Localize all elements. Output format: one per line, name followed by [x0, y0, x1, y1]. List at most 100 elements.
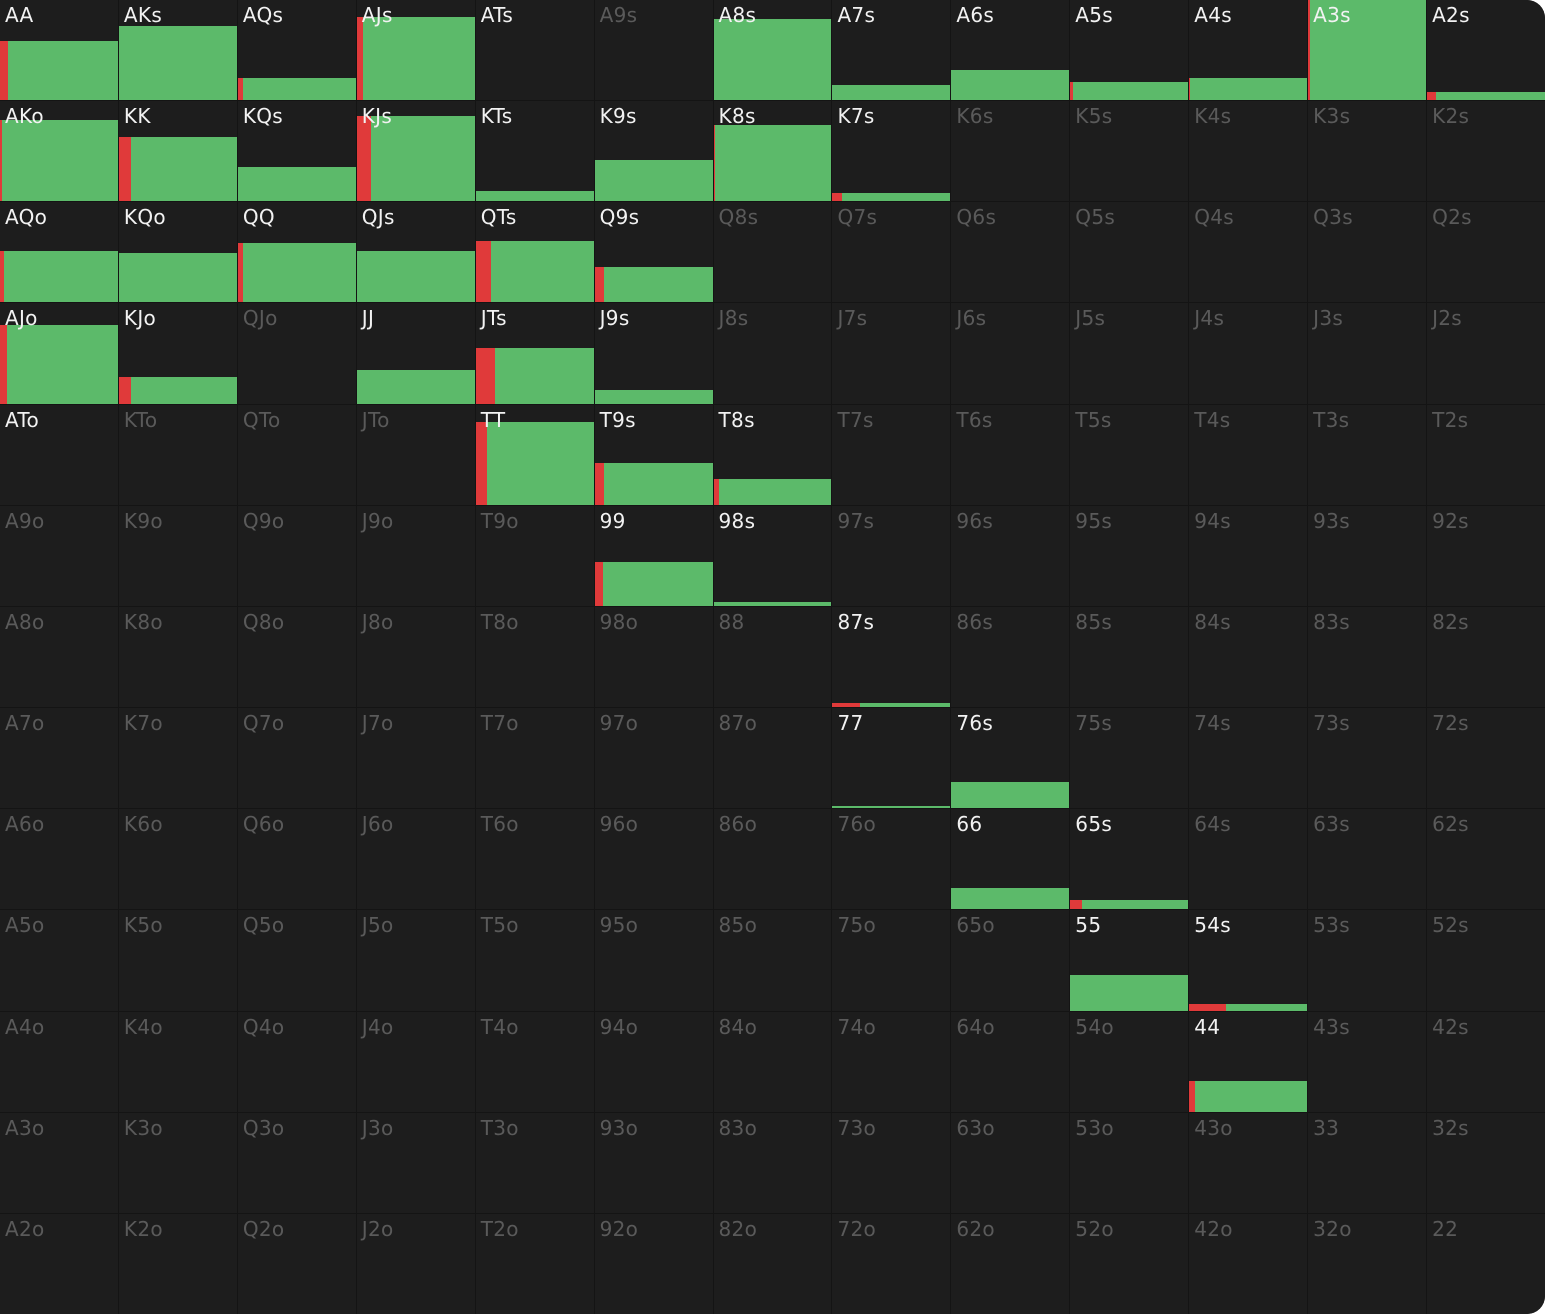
- hand-cell[interactable]: J2o: [356, 1213, 475, 1314]
- hand-cell[interactable]: T6s: [951, 404, 1070, 505]
- hand-cell[interactable]: 99: [594, 505, 713, 606]
- hand-cell[interactable]: 97s: [832, 505, 951, 606]
- hand-cell[interactable]: 88: [713, 606, 832, 708]
- hand-cell[interactable]: Q6s: [951, 202, 1070, 303]
- hand-cell[interactable]: 86s: [951, 606, 1070, 708]
- hand-cell[interactable]: AJo: [0, 303, 118, 404]
- hand-cell[interactable]: 86o: [713, 809, 832, 910]
- hand-cell[interactable]: ATs: [475, 0, 594, 101]
- hand-cell[interactable]: Q9s: [594, 202, 713, 303]
- hand-cell[interactable]: K5o: [118, 910, 237, 1011]
- hand-cell[interactable]: A8s: [713, 0, 832, 101]
- hand-cell[interactable]: 43s: [1308, 1011, 1427, 1112]
- hand-cell[interactable]: Q3o: [237, 1112, 356, 1213]
- hand-cell[interactable]: AQo: [0, 202, 118, 303]
- hand-cell[interactable]: 94s: [1189, 505, 1308, 606]
- hand-cell[interactable]: T3o: [475, 1112, 594, 1213]
- hand-cell[interactable]: 75s: [1070, 708, 1189, 809]
- hand-cell[interactable]: 83o: [713, 1112, 832, 1213]
- hand-cell[interactable]: 73s: [1308, 708, 1427, 809]
- hand-cell[interactable]: 65s: [1070, 809, 1189, 910]
- hand-cell[interactable]: Q6o: [237, 809, 356, 910]
- hand-cell[interactable]: A2o: [0, 1213, 118, 1314]
- hand-cell[interactable]: QJs: [356, 202, 475, 303]
- hand-cell[interactable]: T7o: [475, 708, 594, 809]
- hand-cell[interactable]: AJs: [356, 0, 475, 101]
- hand-cell[interactable]: J9s: [594, 303, 713, 404]
- hand-cell[interactable]: 83s: [1308, 606, 1427, 708]
- hand-cell[interactable]: 74s: [1189, 708, 1308, 809]
- hand-cell[interactable]: J3s: [1308, 303, 1427, 404]
- hand-cell[interactable]: 87o: [713, 708, 832, 809]
- hand-cell[interactable]: KTo: [118, 404, 237, 505]
- hand-cell[interactable]: KJo: [118, 303, 237, 404]
- hand-cell[interactable]: K4s: [1189, 101, 1308, 202]
- hand-cell[interactable]: 63o: [951, 1112, 1070, 1213]
- hand-cell[interactable]: A6o: [0, 809, 118, 910]
- hand-cell[interactable]: Q5o: [237, 910, 356, 1011]
- hand-cell[interactable]: 32o: [1308, 1213, 1427, 1314]
- hand-cell[interactable]: Q4o: [237, 1011, 356, 1112]
- hand-cell[interactable]: 62s: [1427, 809, 1545, 910]
- hand-cell[interactable]: K9s: [594, 101, 713, 202]
- hand-cell[interactable]: Q7s: [832, 202, 951, 303]
- hand-cell[interactable]: 96o: [594, 809, 713, 910]
- hand-cell[interactable]: 92s: [1427, 505, 1545, 606]
- hand-cell[interactable]: J5o: [356, 910, 475, 1011]
- hand-cell[interactable]: 43o: [1189, 1112, 1308, 1213]
- hand-cell[interactable]: T2o: [475, 1213, 594, 1314]
- hand-cell[interactable]: 74o: [832, 1011, 951, 1112]
- hand-cell[interactable]: K6o: [118, 809, 237, 910]
- hand-cell[interactable]: A3o: [0, 1112, 118, 1213]
- hand-cell[interactable]: K9o: [118, 505, 237, 606]
- hand-cell[interactable]: A8o: [0, 606, 118, 708]
- hand-cell[interactable]: 72o: [832, 1213, 951, 1314]
- hand-cell[interactable]: T7s: [832, 404, 951, 505]
- hand-cell[interactable]: 82o: [713, 1213, 832, 1314]
- hand-cell[interactable]: Q2o: [237, 1213, 356, 1314]
- hand-cell[interactable]: A9o: [0, 505, 118, 606]
- hand-cell[interactable]: A9s: [594, 0, 713, 101]
- hand-cell[interactable]: 75o: [832, 910, 951, 1011]
- hand-cell[interactable]: Q2s: [1427, 202, 1545, 303]
- hand-cell[interactable]: J6s: [951, 303, 1070, 404]
- hand-cell[interactable]: QQ: [237, 202, 356, 303]
- hand-cell[interactable]: 98o: [594, 606, 713, 708]
- hand-cell[interactable]: T8o: [475, 606, 594, 708]
- hand-cell[interactable]: J4o: [356, 1011, 475, 1112]
- hand-cell[interactable]: T5s: [1070, 404, 1189, 505]
- hand-cell[interactable]: 52o: [1070, 1213, 1189, 1314]
- hand-cell[interactable]: 54o: [1070, 1011, 1189, 1112]
- hand-cell[interactable]: JTo: [356, 404, 475, 505]
- hand-cell[interactable]: 42o: [1189, 1213, 1308, 1314]
- hand-cell[interactable]: 94o: [594, 1011, 713, 1112]
- hand-cell[interactable]: KJs: [356, 101, 475, 202]
- hand-cell[interactable]: J8o: [356, 606, 475, 708]
- hand-cell[interactable]: 96s: [951, 505, 1070, 606]
- hand-cell[interactable]: 85o: [713, 910, 832, 1011]
- hand-cell[interactable]: 93o: [594, 1112, 713, 1213]
- hand-cell[interactable]: T9s: [594, 404, 713, 505]
- hand-cell[interactable]: QTo: [237, 404, 356, 505]
- hand-cell[interactable]: K2s: [1427, 101, 1545, 202]
- hand-cell[interactable]: K3s: [1308, 101, 1427, 202]
- hand-cell[interactable]: 84o: [713, 1011, 832, 1112]
- hand-cell[interactable]: A5s: [1070, 0, 1189, 101]
- hand-cell[interactable]: JTs: [475, 303, 594, 404]
- hand-cell[interactable]: J3o: [356, 1112, 475, 1213]
- hand-cell[interactable]: T5o: [475, 910, 594, 1011]
- hand-cell[interactable]: 95s: [1070, 505, 1189, 606]
- hand-cell[interactable]: T4s: [1189, 404, 1308, 505]
- hand-cell[interactable]: A4o: [0, 1011, 118, 1112]
- hand-cell[interactable]: ATo: [0, 404, 118, 505]
- hand-cell[interactable]: 76s: [951, 708, 1070, 809]
- hand-cell[interactable]: K6s: [951, 101, 1070, 202]
- hand-cell[interactable]: Q4s: [1189, 202, 1308, 303]
- hand-cell[interactable]: 64s: [1189, 809, 1308, 910]
- hand-cell[interactable]: A2s: [1427, 0, 1545, 101]
- hand-cell[interactable]: 92o: [594, 1213, 713, 1314]
- hand-cell[interactable]: A4s: [1189, 0, 1308, 101]
- hand-cell[interactable]: 42s: [1427, 1011, 1545, 1112]
- hand-cell[interactable]: AQs: [237, 0, 356, 101]
- hand-cell[interactable]: KQo: [118, 202, 237, 303]
